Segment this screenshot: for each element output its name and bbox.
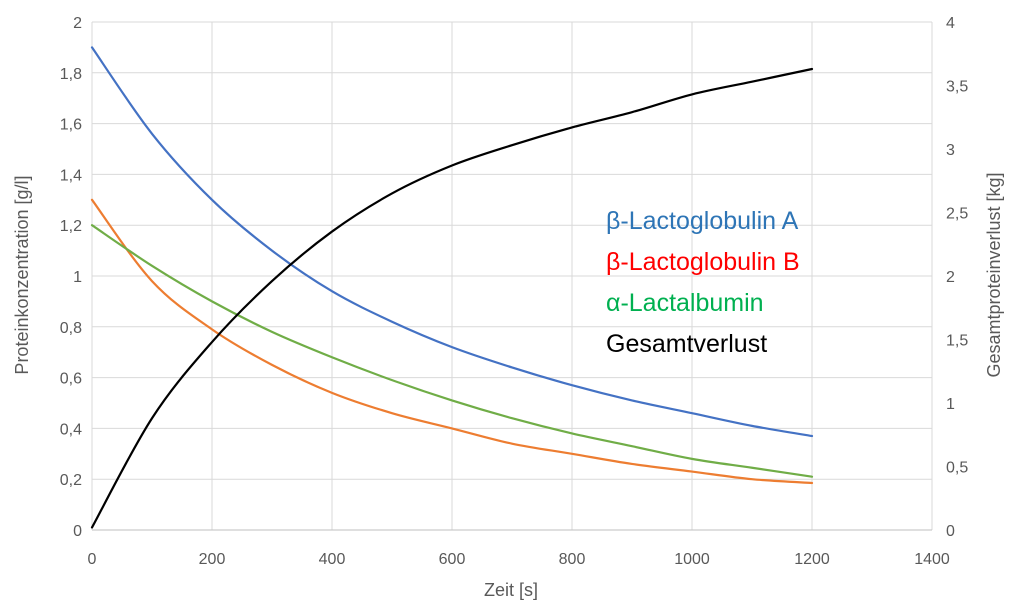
legend-item: α-Lactalbumin [606,289,764,317]
y-left-tick-label: 0,4 [60,421,82,438]
y-right-axis-title: Gesamtproteinverlust [kg] [984,172,1004,377]
y-right-tick-label: 4 [946,15,955,32]
y-right-tick-label: 1 [946,396,955,413]
x-tick-label: 200 [199,551,226,568]
y-left-tick-label: 2 [73,15,82,32]
x-tick-label: 0 [88,551,97,568]
y-right-tick-label: 1,5 [946,333,968,350]
x-tick-labels: 0 200 400 600 800 1000 1200 1400 [88,551,950,568]
y-left-tick-label: 0 [73,523,82,540]
y-left-tick-label: 1,2 [60,218,82,235]
x-tick-label: 600 [439,551,466,568]
series-lines [90,46,814,529]
legend-item: β-Lactoglobulin B [606,248,800,276]
x-tick-label: 1400 [914,551,950,568]
x-tick-label: 1000 [674,551,710,568]
legend-item: β-Lactoglobulin A [606,207,799,235]
y-right-tick-label: 2 [946,269,955,286]
y-right-tick-label: 0 [946,523,955,540]
y-left-tick-label: 1,4 [60,167,82,184]
series-line-gesamtverlust [90,67,814,529]
y-left-axis-title: Proteinkonzentration [g/l] [12,175,32,374]
x-tick-label: 800 [559,551,586,568]
gridlines [91,21,933,531]
y-left-tick-label: 1,8 [60,66,82,83]
y-right-tick-labels: 0 0,5 1 1,5 2 2,5 3 3,5 4 [946,15,968,540]
series-line-lactoglobulin-a [90,46,814,438]
series-line-lactalbumin [90,224,814,478]
y-left-tick-label: 0,2 [60,472,82,489]
y-right-tick-label: 0,5 [946,460,968,477]
y-left-tick-label: 1 [73,269,82,286]
series-line-lactoglobulin-b [90,198,814,485]
y-left-tick-labels: 0 0,2 0,4 0,6 0,8 1 1,2 1,4 1,6 1,8 2 [60,15,82,540]
y-right-tick-label: 3 [946,142,955,159]
y-left-tick-label: 1,6 [60,117,82,134]
y-right-tick-label: 3,5 [946,79,968,96]
x-tick-label: 1200 [794,551,830,568]
x-tick-label: 400 [319,551,346,568]
y-left-tick-label: 0,8 [60,320,82,337]
legend: β-Lactoglobulin A β-Lactoglobulin B α-Lact… [606,207,800,358]
x-axis-title: Zeit [s] [484,580,538,600]
legend-item: Gesamtverlust [606,330,767,358]
y-left-tick-label: 0,6 [60,371,82,388]
y-right-tick-label: 2,5 [946,206,968,223]
